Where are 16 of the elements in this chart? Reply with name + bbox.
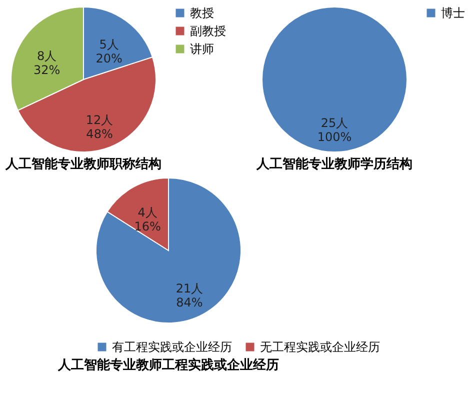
legend-label: 教授 bbox=[190, 6, 214, 20]
text: 人工智能专业教师职称结构 bbox=[4, 156, 162, 172]
text: 人工智能专业教师工程实践或企业经历 bbox=[57, 357, 279, 373]
data-label: 21人 84% bbox=[176, 282, 204, 310]
data-label: 4人 16% bbox=[134, 205, 161, 234]
legend-label: 副教授 bbox=[190, 24, 226, 38]
legend-label: 博士 bbox=[441, 6, 465, 20]
legend-label: 讲师 bbox=[190, 42, 214, 56]
data-label: 5人 20% bbox=[96, 37, 122, 66]
legend-label: 有工程实践或企业经历 bbox=[112, 340, 232, 354]
data-label: 8人 32% bbox=[33, 49, 60, 78]
data-label: 25人 100% bbox=[317, 116, 352, 144]
pie-slice bbox=[96, 178, 242, 324]
legend-label: 无工程实践或企业经历 bbox=[260, 340, 380, 354]
data-label: 12人 48% bbox=[86, 112, 114, 141]
text: 人工智能专业教师学历结构 bbox=[256, 156, 412, 172]
